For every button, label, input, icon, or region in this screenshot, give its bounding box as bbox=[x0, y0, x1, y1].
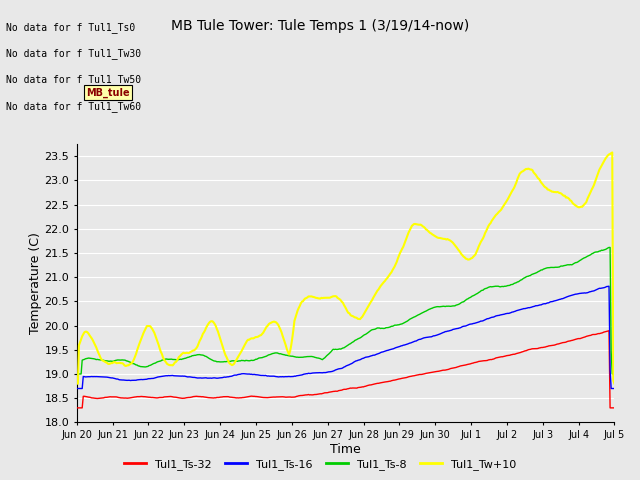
Text: MB Tule Tower: Tule Temps 1 (3/19/14-now): MB Tule Tower: Tule Temps 1 (3/19/14-now… bbox=[171, 19, 469, 33]
Text: No data for f Tul1_Tw30: No data for f Tul1_Tw30 bbox=[6, 48, 141, 59]
Text: No data for f Tul1_Tw50: No data for f Tul1_Tw50 bbox=[6, 74, 141, 85]
Y-axis label: Temperature (C): Temperature (C) bbox=[29, 232, 42, 334]
Legend: Tul1_Ts-32, Tul1_Ts-16, Tul1_Ts-8, Tul1_Tw+10: Tul1_Ts-32, Tul1_Ts-16, Tul1_Ts-8, Tul1_… bbox=[119, 455, 521, 474]
Text: MB_tule: MB_tule bbox=[86, 88, 130, 98]
Text: No data for f Tul1_Ts0: No data for f Tul1_Ts0 bbox=[6, 22, 136, 33]
Text: No data for f Tul1_Tw60: No data for f Tul1_Tw60 bbox=[6, 101, 141, 112]
X-axis label: Time: Time bbox=[330, 443, 361, 456]
